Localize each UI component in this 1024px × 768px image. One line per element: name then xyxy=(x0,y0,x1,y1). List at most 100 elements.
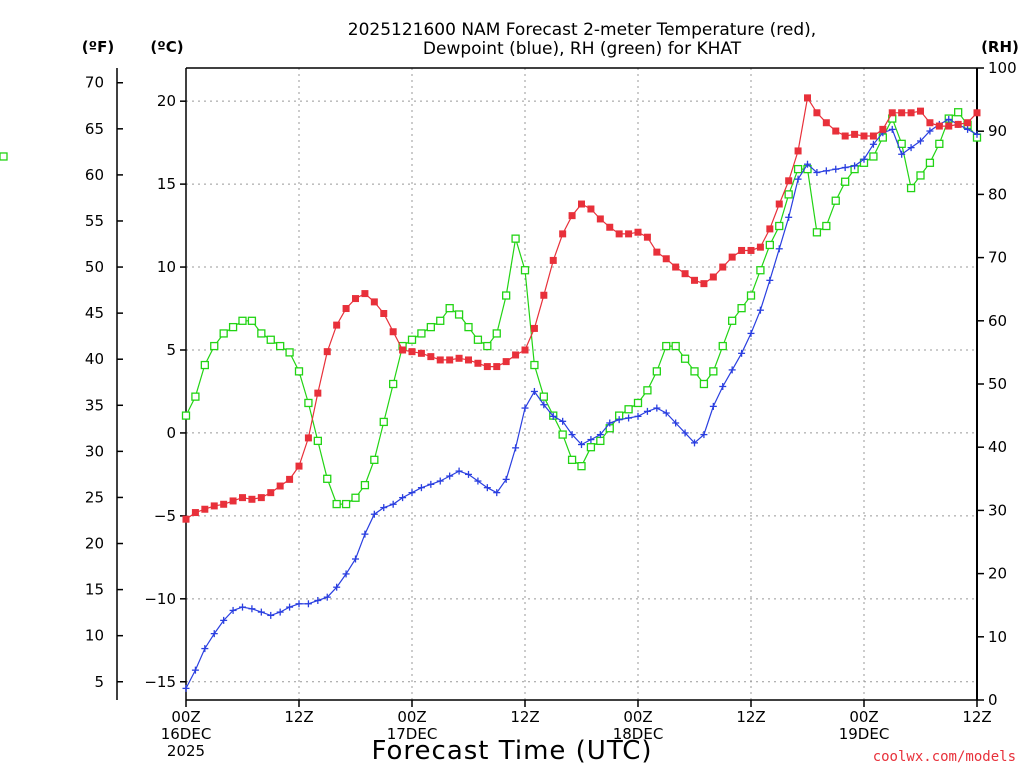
rh-point xyxy=(831,196,840,205)
dewpoint-point xyxy=(239,603,246,611)
rh-point xyxy=(662,341,671,351)
temperature-point xyxy=(210,502,218,510)
dewpoint-point xyxy=(257,608,265,616)
rh-tick-label: 50 xyxy=(988,375,1007,393)
rh-axis-unit: (RH) xyxy=(981,38,1019,56)
rh-point xyxy=(718,341,727,351)
dewpoint-point xyxy=(446,472,454,480)
temperature-point xyxy=(191,509,199,517)
rh-point xyxy=(746,291,756,300)
rh-point xyxy=(671,341,680,351)
temperature-point xyxy=(549,256,557,264)
temperature-point xyxy=(672,263,680,271)
dewpoint-point xyxy=(606,419,614,427)
fahrenheit-tick-label: 35 xyxy=(85,396,104,414)
temperature-point xyxy=(239,494,246,502)
dewpoint-point xyxy=(691,439,698,447)
rh-point xyxy=(389,379,398,389)
fahrenheit-tick-label: 55 xyxy=(85,212,104,230)
temperature-point xyxy=(229,497,237,505)
temperature-point xyxy=(342,305,350,313)
rh-point xyxy=(935,139,944,148)
rh-point xyxy=(341,499,351,509)
rh-point xyxy=(219,329,228,338)
x-tick-label: 12Z xyxy=(284,708,313,726)
temperature-point xyxy=(935,122,943,130)
dewpoint-point xyxy=(860,155,868,163)
temperature-point xyxy=(530,324,538,332)
temperature-point xyxy=(964,119,972,127)
fahrenheit-tick-label: 15 xyxy=(85,581,104,599)
dewpoint-point xyxy=(427,480,435,488)
dewpoint-point xyxy=(888,125,896,133)
dewpoint-point xyxy=(361,530,369,538)
celsius-tick-label: 5 xyxy=(166,341,176,359)
dewpoint-point xyxy=(408,489,416,497)
temperature-point xyxy=(361,290,369,298)
fahrenheit-tick-label: 45 xyxy=(85,304,104,322)
rh-point xyxy=(210,341,219,351)
rh-point xyxy=(407,335,417,344)
fahrenheit-tick-label: 25 xyxy=(85,488,104,506)
temperature-point xyxy=(578,200,585,208)
temperature-point xyxy=(804,94,811,102)
rh-point xyxy=(784,190,793,199)
rh-point xyxy=(567,455,577,464)
dewpoint-point xyxy=(719,382,727,390)
temperature-point xyxy=(408,348,416,356)
dewpoint-point xyxy=(182,684,190,692)
celsius-axis-unit: (ºC) xyxy=(150,38,183,56)
x-tick-label: 17DEC xyxy=(387,725,438,743)
rh-point xyxy=(257,329,266,338)
temperature-point xyxy=(455,354,463,362)
rh-point xyxy=(502,291,511,300)
rh-point xyxy=(332,499,341,509)
temperature-point xyxy=(568,212,576,220)
dewpoint-point xyxy=(512,444,520,452)
rh-point xyxy=(841,177,850,186)
dewpoint-point xyxy=(370,510,378,518)
celsius-tick-label: −5 xyxy=(154,507,176,525)
rh-point xyxy=(539,392,548,401)
fahrenheit-tick-label: 30 xyxy=(85,442,104,460)
rh-point xyxy=(323,474,332,483)
temperature-point xyxy=(323,348,331,356)
temperature-point xyxy=(483,363,491,371)
dewpoint-point xyxy=(728,366,736,374)
dewpoint-point xyxy=(389,500,397,508)
rh-point xyxy=(454,310,464,319)
axes xyxy=(116,67,984,707)
temperature-point xyxy=(681,270,689,278)
rh-point xyxy=(709,367,718,376)
rh-point xyxy=(624,405,633,414)
dewpoint-point xyxy=(700,431,708,439)
temperature-point xyxy=(304,434,312,442)
temperature-point xyxy=(436,356,444,364)
rh-point xyxy=(285,348,294,357)
x-tick-label: 00Z xyxy=(849,708,878,726)
dewpoint-point xyxy=(596,431,604,439)
rh-point xyxy=(699,379,709,389)
temperature-point xyxy=(785,177,793,185)
rh-point xyxy=(954,108,963,117)
rh-point xyxy=(916,171,925,180)
dewpoint-point xyxy=(502,475,510,483)
dewpoint-point xyxy=(521,404,529,412)
x-tick-label: 12Z xyxy=(962,708,991,726)
temperature-point xyxy=(333,321,341,329)
dewpoint-point xyxy=(248,605,256,613)
temperature-point xyxy=(493,363,501,371)
chart-title-line-1: 2025121600 NAM Forecast 2-meter Temperat… xyxy=(348,20,816,40)
temperature-point xyxy=(182,515,190,523)
temperature-point xyxy=(615,230,623,238)
fahrenheit-tick-label: 10 xyxy=(85,627,104,645)
rh-point xyxy=(577,462,586,471)
dewpoint-point xyxy=(220,616,228,624)
rh-tick-label: 100 xyxy=(988,59,1017,77)
temperature-point xyxy=(352,295,359,303)
temperature-point xyxy=(860,132,868,140)
fahrenheit-tick-label: 20 xyxy=(85,535,104,553)
temperature-point xyxy=(756,243,764,251)
